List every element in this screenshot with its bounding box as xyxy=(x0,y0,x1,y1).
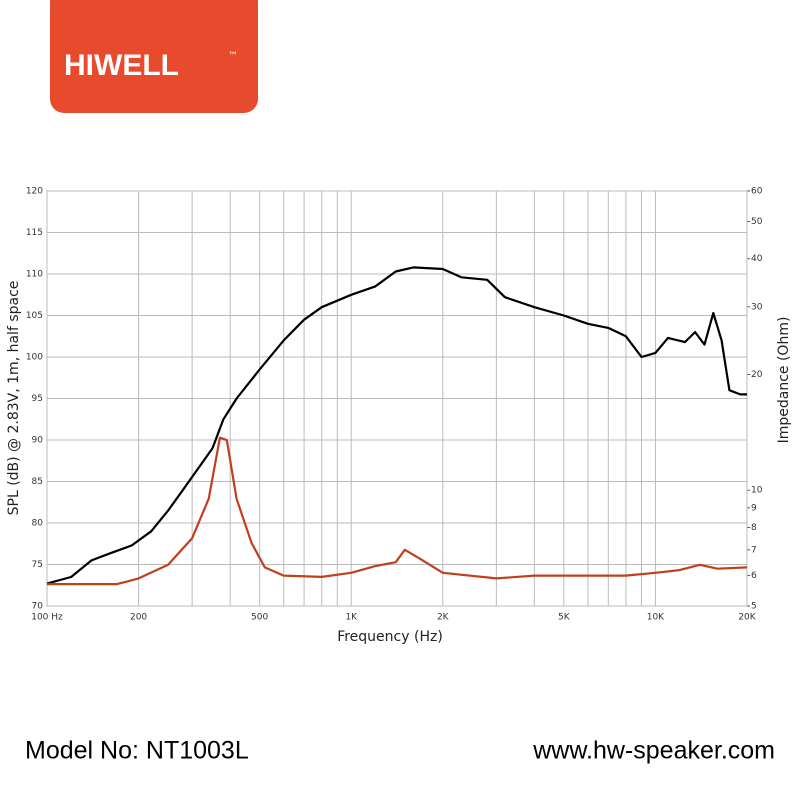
logo-text: HIWELL xyxy=(64,49,179,82)
y-tick-label: 85 xyxy=(32,477,43,487)
x-tick-label: 20K xyxy=(738,613,756,623)
y2-tick-label: 9 xyxy=(751,503,757,513)
y-tick-label: 120 xyxy=(26,187,43,197)
x-tick-label: 10K xyxy=(647,613,665,623)
y2-tick-label: 20 xyxy=(751,370,763,380)
y2-tick-label: 8 xyxy=(751,523,757,533)
y2-axis-label: Impedance (Ohm) xyxy=(776,317,792,444)
y2-tick-label: 7 xyxy=(751,545,757,555)
y2-tick-label: 50 xyxy=(751,217,763,227)
x-tick-label: 100 Hz xyxy=(31,613,63,623)
y-axis-label: SPL (dB) @ 2.83V, 1m, half space xyxy=(6,281,22,516)
y2-tick-label: 30 xyxy=(751,302,763,312)
x-tick-label: 500 xyxy=(251,613,268,623)
site-text: www.hw-speaker.com xyxy=(532,737,775,765)
y2-tick-label: 60 xyxy=(751,187,763,197)
model-text: Model No: NT1003L xyxy=(25,737,249,765)
y-tick-label: 90 xyxy=(32,436,44,446)
y2-tick-label: 40 xyxy=(751,254,763,264)
y2-tick-label: 10 xyxy=(751,486,763,496)
x-axis-label: Frequency (Hz) xyxy=(337,629,443,645)
series-line xyxy=(47,436,748,586)
x-tick-label: 200 xyxy=(130,613,147,623)
y-tick-label: 80 xyxy=(32,519,44,529)
y-tick-label: 95 xyxy=(32,394,43,404)
x-tick-label: 5K xyxy=(558,613,571,623)
y2-tick-label: 5 xyxy=(751,602,757,612)
series-line xyxy=(46,266,747,585)
y-tick-label: 100 xyxy=(26,353,43,363)
y2-tick-label: 6 xyxy=(751,571,757,581)
logo-mark: ™ xyxy=(228,51,238,62)
x-tick-label: 2K xyxy=(437,613,450,623)
y-tick-label: 75 xyxy=(32,560,43,570)
logo-box xyxy=(50,0,258,113)
y-tick-label: 105 xyxy=(26,311,43,321)
y-tick-label: 115 xyxy=(26,228,43,238)
x-tick-label: 1K xyxy=(345,613,358,623)
y-tick-label: 110 xyxy=(26,270,43,280)
y-tick-label: 70 xyxy=(32,602,44,612)
